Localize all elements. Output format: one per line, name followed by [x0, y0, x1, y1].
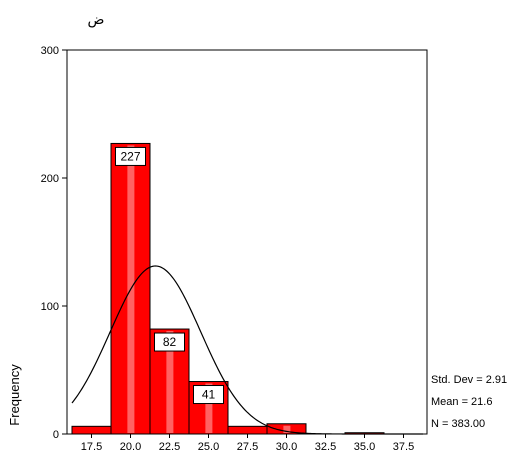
y-axis-title: Frequency: [7, 364, 22, 426]
x-tick-label-35.0: 35.0: [354, 441, 375, 453]
chart-title: ض: [88, 12, 105, 28]
x-tick-label-25.0: 25.0: [198, 441, 219, 453]
bar-27.5: [227, 425, 268, 435]
x-tick-label-37.5: 37.5: [393, 441, 414, 453]
data-label-20.0: 227: [120, 149, 140, 163]
x-tick-label-17.5: 17.5: [81, 441, 102, 453]
x-tick-label-32.5: 32.5: [315, 441, 336, 453]
y-tick-label-0: 0: [53, 429, 59, 441]
x-axis: 17.5 20.0 22.5 25.0 27.5 30.0 32.5 35.0 37.5: [81, 434, 414, 453]
y-tick-label-100: 100: [41, 301, 59, 313]
x-tick-label-20.0: 20.0: [120, 441, 141, 453]
data-label-box-25.0: [193, 385, 224, 405]
x-tick-label-30.0: 30.0: [276, 441, 297, 453]
data-label-25.0: 41: [202, 388, 216, 402]
stat-n: N = 383.00: [431, 418, 485, 430]
bar-highlight-22.5: [166, 331, 174, 433]
data-label-22.5: 82: [163, 335, 177, 349]
data-label-box-22.5: [154, 332, 185, 352]
y-tick-label-300: 300: [41, 45, 59, 57]
bar-highlight-25.0: [205, 383, 213, 433]
y-tick-label-200: 200: [41, 173, 59, 185]
bar-highlight-30.0: [283, 425, 291, 433]
x-tick-label-22.5: 22.5: [159, 441, 180, 453]
stat-mean: Mean = 21.6: [431, 396, 492, 408]
bar-17.5: [71, 425, 112, 435]
y-axis: 0 100 200 300: [41, 45, 67, 441]
x-tick-label-27.5: 27.5: [237, 441, 258, 453]
data-label-box-20.0: [115, 146, 146, 166]
data-labels-group: 227 82 41: [115, 146, 224, 405]
stat-std-dev: Std. Dev = 2.91: [431, 374, 507, 386]
